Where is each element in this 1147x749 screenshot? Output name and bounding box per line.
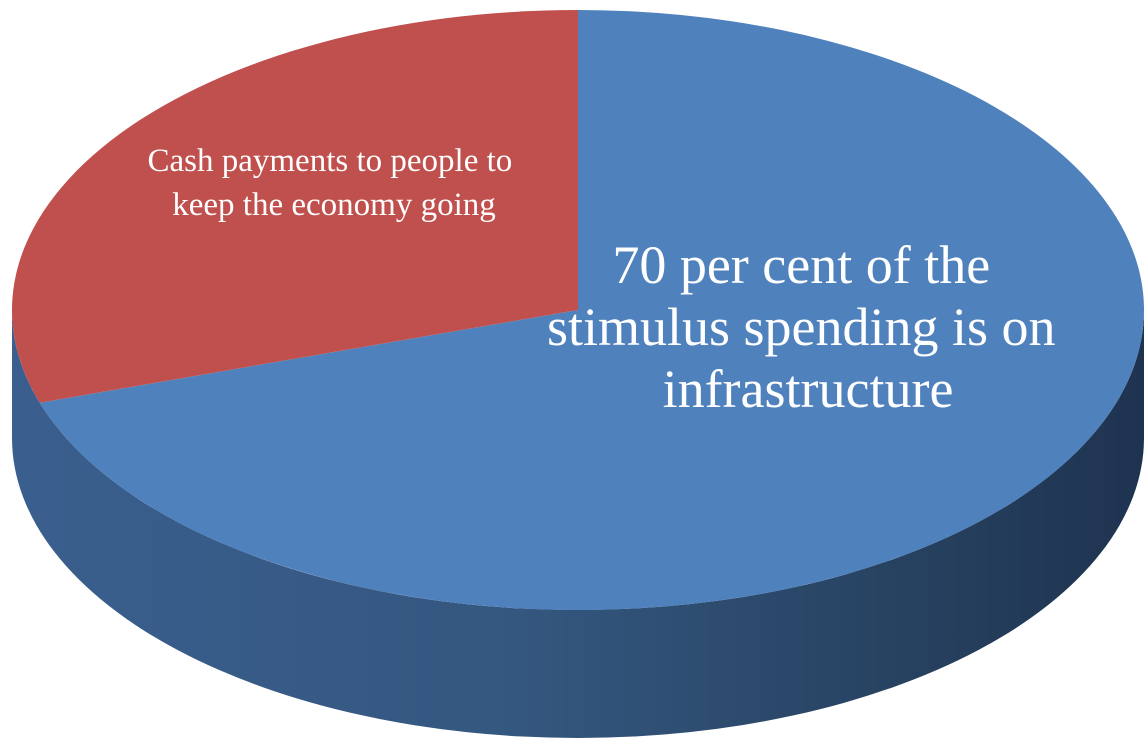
pie-chart: Cash payments to people to keep the econ… xyxy=(0,0,1147,749)
pie-chart-svg: Cash payments to people to keep the econ… xyxy=(0,0,1147,749)
